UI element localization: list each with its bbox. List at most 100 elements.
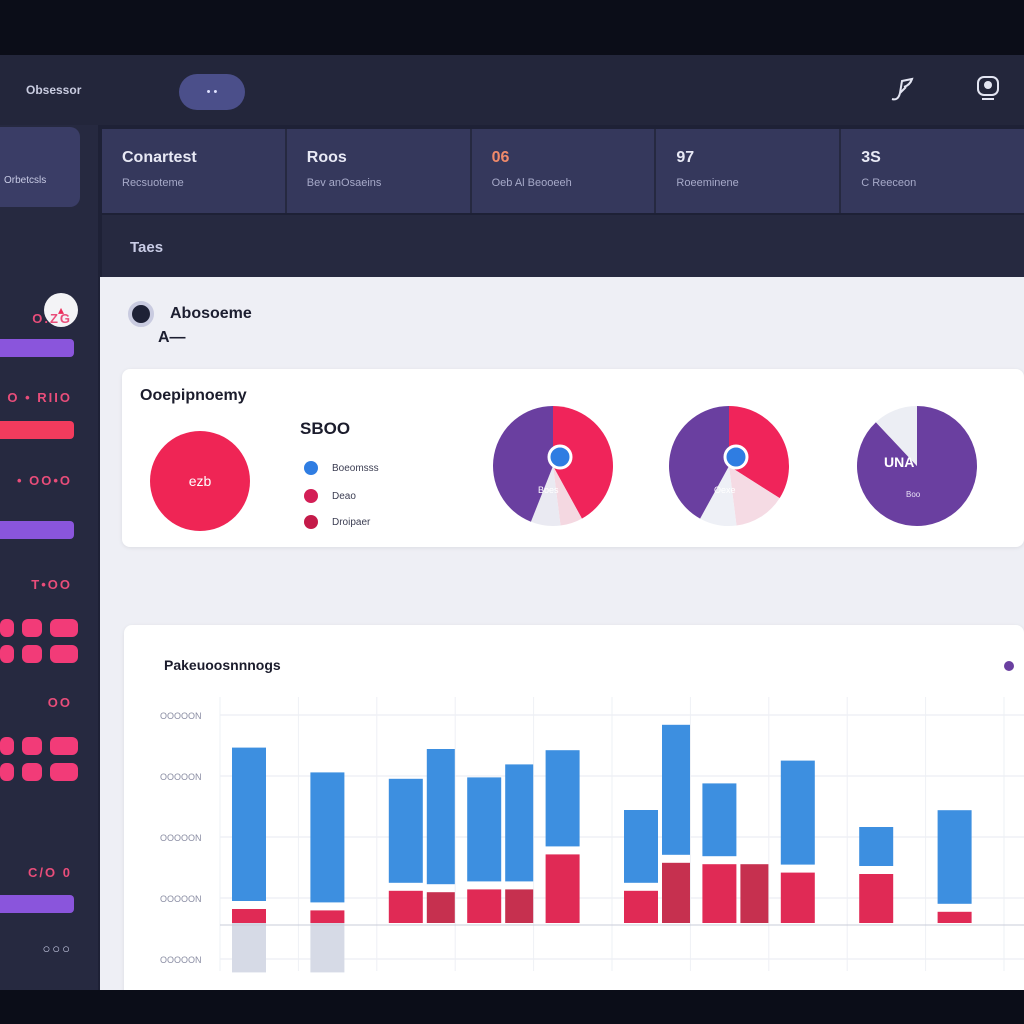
bar-blue[interactable] <box>937 810 972 904</box>
bar-red[interactable] <box>624 890 658 923</box>
stat-value: 3S <box>861 149 881 166</box>
sidebar-label-2: O • RIIO <box>7 390 72 405</box>
legend-swatch <box>304 489 318 503</box>
highlight-circle[interactable]: ezb <box>150 431 250 531</box>
sidebar-label-3: • OO•O <box>16 473 72 488</box>
bar-blue[interactable] <box>310 772 345 903</box>
sidebar-label-6: C/O 0 <box>28 865 72 880</box>
bar-gray[interactable] <box>232 923 266 973</box>
bar-blue[interactable] <box>702 783 737 857</box>
stat-card[interactable]: 06 Oeb Al Beooeeh <box>472 129 657 213</box>
pie-slice[interactable] <box>553 466 582 526</box>
sidebar-tile-group-2[interactable] <box>0 737 78 781</box>
bar-blue[interactable] <box>467 777 502 882</box>
top-action-button[interactable]: • • <box>179 74 245 110</box>
legend-label: Deao <box>332 490 356 502</box>
sidebar: Orbetcsls ▴ O.ZG O • RIIO • OO•O T•OO OO… <box>0 125 98 990</box>
stat-sub: Recsuoteme <box>122 177 184 189</box>
pie-slice[interactable] <box>729 466 780 526</box>
legend-item: Boeomsss <box>304 461 379 475</box>
bar-blue[interactable] <box>859 827 894 866</box>
pie-chart-1[interactable]: Boes <box>490 403 616 529</box>
chart-legend-dot[interactable] <box>1004 661 1014 671</box>
bar-red-2[interactable] <box>662 862 690 923</box>
legend-label: Boeomsss <box>332 462 379 474</box>
bar-red[interactable] <box>545 854 580 923</box>
bar-red[interactable] <box>780 872 815 923</box>
user-icon[interactable] <box>970 71 1006 107</box>
stat-card[interactable]: Conartest Recsuoteme <box>102 129 287 213</box>
sidebar-label-7: ○○○ <box>42 941 72 956</box>
sidebar-bar-4[interactable] <box>0 895 74 913</box>
bar-red-2[interactable] <box>740 864 769 923</box>
bar-gray[interactable] <box>310 923 345 973</box>
section-header: Abosoeme <box>128 301 252 327</box>
y-tick-label: OOOOON <box>160 894 202 904</box>
bar-red[interactable] <box>232 909 266 923</box>
bar-blue-2[interactable] <box>426 749 455 885</box>
stat-card[interactable]: 3S C Reeceon <box>841 129 1024 213</box>
sidebar-bar-3[interactable] <box>0 521 74 539</box>
pie-chart-3[interactable]: UNA Boo <box>854 403 980 529</box>
legend-item: Deao <box>304 489 356 503</box>
stat-card[interactable]: 97 Roeeminene <box>656 129 842 213</box>
stat-value: Roos <box>306 149 347 166</box>
pie-slice[interactable] <box>669 406 729 519</box>
bar-blue[interactable] <box>232 747 266 901</box>
bar-blue-2[interactable] <box>662 724 690 855</box>
pie-marker-icon <box>547 444 573 470</box>
pie-slice[interactable] <box>729 406 789 499</box>
bar-red[interactable] <box>467 889 502 923</box>
pie-label: Boes <box>538 485 559 495</box>
tabs-strip: Taes <box>102 215 1024 277</box>
pie-slice[interactable] <box>553 406 613 519</box>
pie-label: Oexe <box>714 485 736 495</box>
bar-blue-2[interactable] <box>505 764 534 882</box>
bar-red-2[interactable] <box>505 889 534 923</box>
sidebar-avatar[interactable]: ▴ <box>44 293 78 327</box>
sidebar-active-card[interactable]: Orbetcsls <box>0 127 80 207</box>
stat-value: 06 <box>491 149 510 166</box>
bar-red[interactable] <box>702 864 737 923</box>
brand-name: Obsessor <box>26 83 82 97</box>
pie-slice[interactable] <box>493 406 553 522</box>
sidebar-bar-2[interactable] <box>0 421 74 439</box>
bar-red[interactable] <box>310 910 345 923</box>
sidebar-tile-group-1[interactable] <box>0 619 78 663</box>
pie-chart-2[interactable]: Oexe <box>666 403 792 529</box>
bar-blue[interactable] <box>545 750 580 847</box>
chart-title: Pakeuoosnnnogs <box>164 657 281 673</box>
bar-red[interactable] <box>937 911 972 923</box>
pie-slice[interactable] <box>875 406 917 466</box>
pie-slice[interactable] <box>530 466 561 526</box>
pie-slice[interactable] <box>700 466 737 526</box>
bar-chart-card: Pakeuoosnnnogs OOOOON OOOOON OOOOON OOOOON O… <box>124 625 1024 990</box>
pie-marker-icon <box>723 444 749 470</box>
bar-blue[interactable] <box>388 778 423 883</box>
legend-item: Droipaer <box>304 515 370 529</box>
bar-blue[interactable] <box>624 810 658 883</box>
pen-nib-icon[interactable] <box>884 71 920 107</box>
bar-blue[interactable] <box>780 760 815 865</box>
avatar-glyph: ▴ <box>57 303 65 317</box>
sidebar-label-4: T•OO <box>31 577 72 592</box>
y-tick-label: OOOOON <box>160 833 202 843</box>
y-tick-label: OOOOON <box>160 772 202 782</box>
pie-label: UNA <box>884 454 914 470</box>
sidebar-card-label: Orbetcsls <box>4 175 47 186</box>
sidebar-bar-1[interactable] <box>0 339 74 357</box>
stat-sub: Oeb Al Beooeeh <box>491 177 572 189</box>
bar-red[interactable] <box>859 874 894 923</box>
pie-sublabel: Boo <box>906 490 921 499</box>
bar-red-2[interactable] <box>426 892 455 923</box>
stat-sub: C Reeceon <box>861 177 917 189</box>
stat-card[interactable]: Roos Bev anOsaeins <box>287 129 472 213</box>
pie-summary-card: Ooepipnoemy ezb SBOO Boeomsss Deao Droip… <box>122 369 1024 547</box>
y-tick-label: OOOOON <box>160 955 202 965</box>
stats-row: Conartest Recsuoteme Roos Bev anOsaeins 06… <box>102 129 1024 213</box>
section-title: Abosoeme <box>170 305 252 322</box>
stat-sub: Bev anOsaeins <box>306 177 382 189</box>
bar-red[interactable] <box>388 890 423 923</box>
tab-label[interactable]: Taes <box>130 239 164 256</box>
